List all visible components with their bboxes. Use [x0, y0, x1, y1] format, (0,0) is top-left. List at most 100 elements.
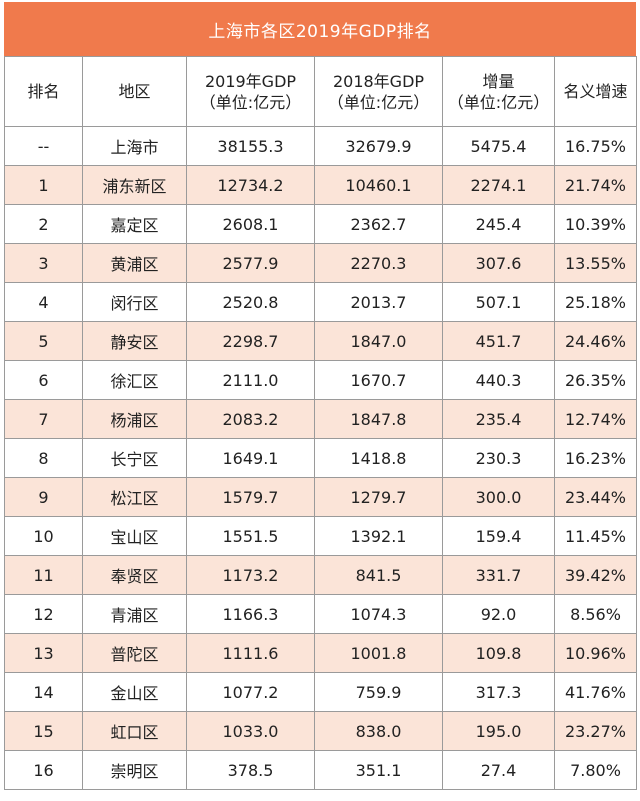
cell-region: 宝山区	[82, 516, 187, 556]
cell-gdp-2019: 1111.6	[186, 633, 315, 673]
cell-region: 普陀区	[82, 633, 187, 673]
table-row: 6 徐汇区 2111.0 1670.7 440.3 26.35%	[4, 360, 637, 400]
cell-gdp-2018: 10460.1	[314, 165, 443, 205]
table-row: 16 崇明区 378.5 351.1 27.4 7.80%	[4, 750, 637, 790]
table-row: 9 松江区 1579.7 1279.7 300.0 23.44%	[4, 477, 637, 517]
cell-region: 浦东新区	[82, 165, 187, 205]
cell-gdp-2019: 1649.1	[186, 438, 315, 478]
cell-gdp-2019: 1166.3	[186, 594, 315, 634]
cell-gdp-2018: 2362.7	[314, 204, 443, 244]
cell-gdp-2018: 841.5	[314, 555, 443, 595]
cell-increase: 507.1	[442, 282, 555, 322]
cell-rank: 7	[4, 399, 83, 439]
table-row: 1 浦东新区 12734.2 10460.1 2274.1 21.74%	[4, 165, 637, 205]
header-region: 地区	[82, 56, 187, 127]
cell-gdp-2019: 1551.5	[186, 516, 315, 556]
cell-region: 黄浦区	[82, 243, 187, 283]
cell-growth: 24.46%	[554, 321, 637, 361]
cell-gdp-2019: 2111.0	[186, 360, 315, 400]
cell-increase: 235.4	[442, 399, 555, 439]
cell-growth: 25.18%	[554, 282, 637, 322]
gdp-table: 排名 地区 2019年GDP （单位:亿元） 2018年GDP （单位:亿元） 增量…	[4, 56, 637, 790]
cell-gdp-2018: 1670.7	[314, 360, 443, 400]
cell-rank: 3	[4, 243, 83, 283]
cell-gdp-2018: 759.9	[314, 672, 443, 712]
cell-gdp-2018: 1074.3	[314, 594, 443, 634]
cell-rank: 11	[4, 555, 83, 595]
cell-gdp-2019: 378.5	[186, 750, 315, 790]
cell-gdp-2019: 2608.1	[186, 204, 315, 244]
cell-increase: 5475.4	[442, 126, 555, 166]
cell-increase: 245.4	[442, 204, 555, 244]
table-row: 10 宝山区 1551.5 1392.1 159.4 11.45%	[4, 516, 637, 556]
cell-rank: 8	[4, 438, 83, 478]
cell-gdp-2018: 1847.8	[314, 399, 443, 439]
cell-increase: 300.0	[442, 477, 555, 517]
cell-region: 上海市	[82, 126, 187, 166]
cell-growth: 13.55%	[554, 243, 637, 283]
cell-rank: 15	[4, 711, 83, 751]
table-row: 2 嘉定区 2608.1 2362.7 245.4 10.39%	[4, 204, 637, 244]
table-row: 12 青浦区 1166.3 1074.3 92.0 8.56%	[4, 594, 637, 634]
cell-region: 金山区	[82, 672, 187, 712]
cell-growth: 23.44%	[554, 477, 637, 517]
header-growth: 名义增速	[554, 56, 637, 127]
cell-gdp-2019: 1579.7	[186, 477, 315, 517]
cell-rank: 12	[4, 594, 83, 634]
cell-gdp-2018: 1392.1	[314, 516, 443, 556]
cell-gdp-2019: 1077.2	[186, 672, 315, 712]
cell-growth: 7.80%	[554, 750, 637, 790]
cell-growth: 39.42%	[554, 555, 637, 595]
cell-rank: 9	[4, 477, 83, 517]
cell-increase: 307.6	[442, 243, 555, 283]
cell-gdp-2019: 38155.3	[186, 126, 315, 166]
cell-increase: 92.0	[442, 594, 555, 634]
cell-region: 静安区	[82, 321, 187, 361]
cell-gdp-2019: 1033.0	[186, 711, 315, 751]
cell-rank: 13	[4, 633, 83, 673]
cell-gdp-2018: 1418.8	[314, 438, 443, 478]
cell-increase: 195.0	[442, 711, 555, 751]
cell-gdp-2018: 2270.3	[314, 243, 443, 283]
cell-growth: 8.56%	[554, 594, 637, 634]
table-row: 15 虹口区 1033.0 838.0 195.0 23.27%	[4, 711, 637, 751]
cell-increase: 331.7	[442, 555, 555, 595]
cell-gdp-2019: 2520.8	[186, 282, 315, 322]
cell-gdp-2018: 2013.7	[314, 282, 443, 322]
cell-rank: --	[4, 126, 83, 166]
cell-increase: 109.8	[442, 633, 555, 673]
cell-gdp-2018: 1279.7	[314, 477, 443, 517]
cell-region: 青浦区	[82, 594, 187, 634]
cell-rank: 14	[4, 672, 83, 712]
cell-rank: 5	[4, 321, 83, 361]
cell-gdp-2019: 2298.7	[186, 321, 315, 361]
header-gdp-2019: 2019年GDP （单位:亿元）	[186, 56, 315, 127]
cell-region: 嘉定区	[82, 204, 187, 244]
table-row: 3 黄浦区 2577.9 2270.3 307.6 13.55%	[4, 243, 637, 283]
cell-region: 长宁区	[82, 438, 187, 478]
cell-increase: 27.4	[442, 750, 555, 790]
cell-increase: 451.7	[442, 321, 555, 361]
cell-region: 徐汇区	[82, 360, 187, 400]
table-row: 5 静安区 2298.7 1847.0 451.7 24.46%	[4, 321, 637, 361]
cell-region: 杨浦区	[82, 399, 187, 439]
cell-region: 虹口区	[82, 711, 187, 751]
cell-rank: 1	[4, 165, 83, 205]
cell-region: 崇明区	[82, 750, 187, 790]
table-row: 11 奉贤区 1173.2 841.5 331.7 39.42%	[4, 555, 637, 595]
cell-growth: 26.35%	[554, 360, 637, 400]
cell-growth: 16.23%	[554, 438, 637, 478]
cell-region: 松江区	[82, 477, 187, 517]
cell-gdp-2018: 1001.8	[314, 633, 443, 673]
cell-rank: 2	[4, 204, 83, 244]
header-rank: 排名	[4, 56, 83, 127]
cell-rank: 6	[4, 360, 83, 400]
cell-rank: 4	[4, 282, 83, 322]
cell-growth: 41.76%	[554, 672, 637, 712]
table-row: -- 上海市 38155.3 32679.9 5475.4 16.75%	[4, 126, 637, 166]
cell-growth: 23.27%	[554, 711, 637, 751]
cell-gdp-2019: 12734.2	[186, 165, 315, 205]
table-body: -- 上海市 38155.3 32679.9 5475.4 16.75% 1 浦东新区 1273…	[4, 126, 637, 790]
header-row: 排名 地区 2019年GDP （单位:亿元） 2018年GDP （单位:亿元） 增量…	[4, 56, 637, 127]
